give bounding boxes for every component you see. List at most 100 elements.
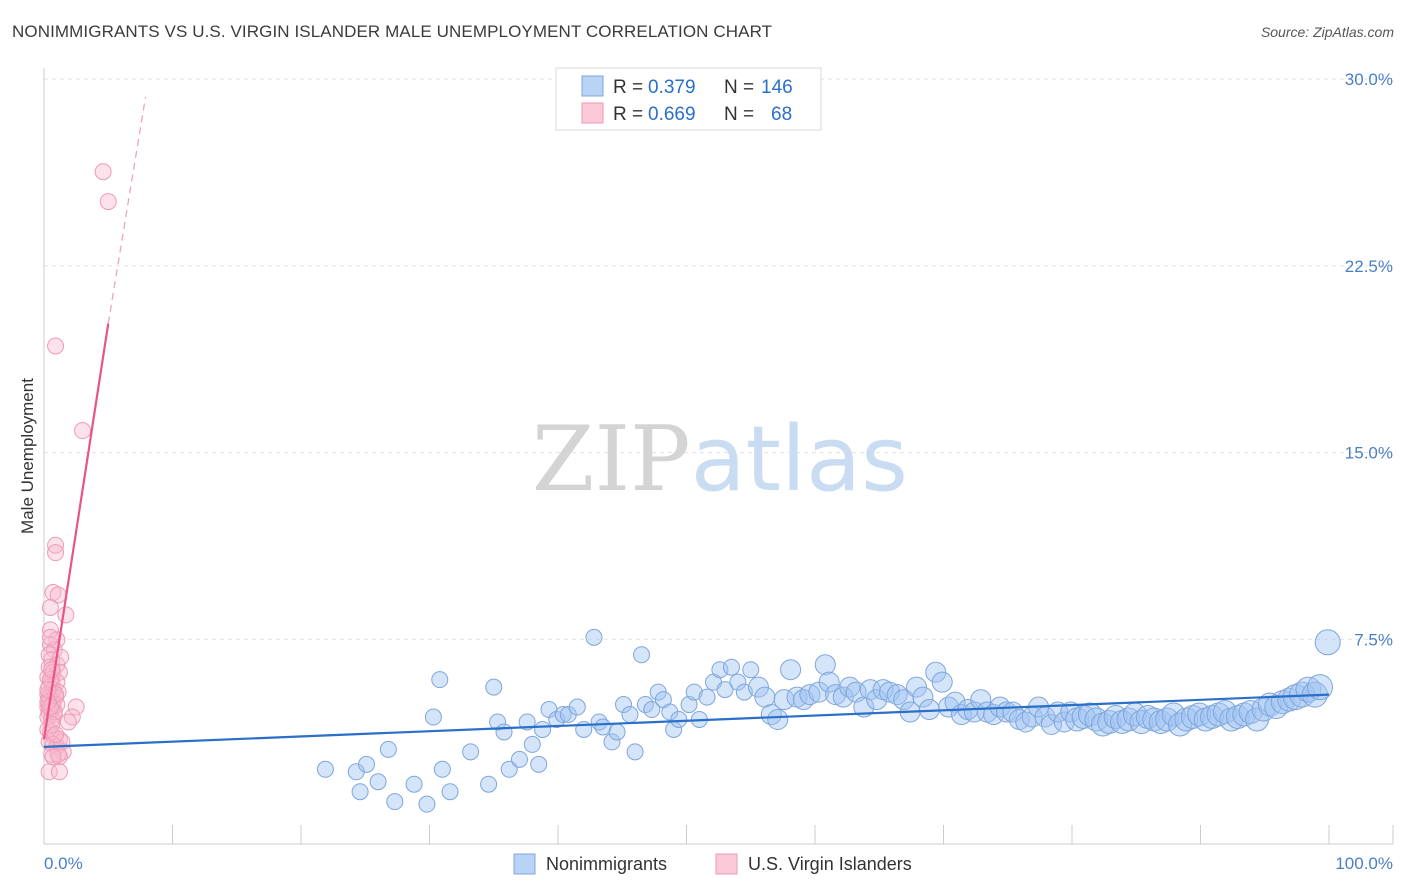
stats-r-value-1: 0.669 [648,104,696,125]
nonimmigrants-point-16 [489,713,507,731]
nonimmigrants-point-104 [1053,711,1075,733]
stats-r-value-0: 0.379 [648,77,696,98]
y-tick-label-1: 15.0% [1345,444,1393,463]
virgin-islanders-point-51 [50,763,68,781]
nonimmigrants-point-5 [379,740,397,758]
virgin-islanders-point-1 [99,193,117,211]
stats-swatch-nonimmigrants [581,75,604,97]
nonimmigrants-point-0 [316,760,334,778]
nonimmigrants-point-122 [1167,712,1192,737]
virgin-islanders-point-10 [41,621,59,639]
nonimmigrants-point-144 [1307,674,1334,701]
nonimmigrants-point-53 [722,658,740,676]
nonimmigrants-point-68 [818,671,840,693]
nonimmigrants-point-28 [568,698,586,716]
virgin-islanders-point-40 [59,713,77,731]
trendlines [42,96,1330,748]
nonimmigrants-point-49 [698,688,716,706]
stats-r-label-0: R = [613,77,643,98]
axes [43,68,1394,845]
nonimmigrants-point-22 [530,755,548,773]
nonimmigrants-point-57 [747,676,769,698]
nonimmigrants-point-10 [431,671,449,689]
stats-legend: R = 0.379 N = 146 R = 0.669 N = 68 [555,67,822,131]
legend-label-nonimmigrants: Nonimmigrants [546,854,667,874]
nonimmigrants-point-61 [773,689,795,711]
nonimmigrants-point-87 [944,691,966,713]
nonimmigrants-point-116 [1129,709,1154,734]
watermark: ZIPatlas [532,407,908,512]
watermark-zip: ZIP [532,407,691,512]
nonimmigrants-point-77 [879,681,901,703]
virgin-islanders-trendline-extension [107,96,147,324]
chart-source: Source: ZipAtlas.com [1260,24,1394,40]
nonimmigrants-point-32 [594,718,612,736]
nonimmigrants-point-54 [729,673,747,691]
virgin-islanders-trendline [42,323,110,740]
nonimmigrants-point-23 [534,720,552,738]
nonimmigrants-trendline [43,693,1330,748]
nonimmigrants-point-9 [424,708,442,726]
virgin-islanders-point-62 [47,725,65,743]
x-tick-label-max: 100.0% [1335,854,1393,873]
virgin-islanders-point-4 [47,536,65,554]
virgin-islanders-point-34 [67,698,85,716]
nonimmigrants-point-52 [716,681,734,699]
nonimmigrants-point-133 [1238,700,1263,725]
nonimmigrants-point-38 [633,646,651,664]
nonimmigrants-point-82 [912,686,934,708]
virgin-islanders-point-3 [74,422,92,440]
nonimmigrants-point-112 [1103,705,1128,730]
nonimmigrants-point-36 [621,706,639,724]
nonimmigrants-point-7 [405,775,423,793]
x-tick-label-min: 0.0% [44,854,83,873]
stats-n-label-0: N = [724,77,754,98]
legend-swatch-virgin-islanders [715,853,738,875]
nonimmigrants-point-26 [554,706,572,724]
nonimmigrants-point-35 [615,696,633,714]
nonimmigrants-point-40 [643,701,661,719]
nonimmigrants-point-109 [1084,707,1109,732]
y-axis-label: Male Unemployment [18,378,37,534]
nonimmigrants-point-145 [1314,629,1341,656]
gridlines [44,78,1393,640]
nonimmigrants-point-102 [1040,713,1062,735]
nonimmigrants-point-15 [485,678,503,696]
nonimmigrants-point-69 [825,684,847,706]
nonimmigrants-point-18 [500,760,518,778]
nonimmigrants-point-129 [1212,700,1237,725]
chart-title: NONIMMIGRANTS VS U.S. VIRGIN ISLANDER MA… [12,22,773,41]
nonimmigrants-point-21 [523,735,541,753]
virgin-islanders-point-0 [94,163,112,181]
nonimmigrants-point-8 [418,795,436,813]
nonimmigrants-point-108 [1077,702,1102,727]
virgin-islanders-point-9 [57,606,75,624]
nonimmigrants-point-33 [603,733,621,751]
legend-swatch-nonimmigrants [513,853,536,875]
stats-swatch-virgin-islanders [581,102,604,124]
virgin-islanders-points [39,163,117,781]
nonimmigrants-point-114 [1116,707,1141,732]
nonimmigrants-point-81 [906,676,928,698]
watermark-atlas: atlas [691,407,909,512]
nonimmigrants-point-37 [626,743,644,761]
nonimmigrants-point-17 [495,723,513,741]
nonimmigrants-point-34 [608,723,626,741]
nonimmigrants-point-84 [925,661,947,683]
stats-n-value-0: 146 [761,77,793,98]
nonimmigrants-point-65 [799,684,821,706]
nonimmigrants-point-30 [585,628,603,646]
y-tick-labels: 7.5% 15.0% 22.5% 30.0% [1345,70,1393,649]
nonimmigrants-point-111 [1097,709,1122,734]
y-tick-label-0: 7.5% [1354,630,1393,649]
nonimmigrants-point-12 [441,783,459,801]
nonimmigrants-point-14 [480,775,498,793]
stats-r-label-1: R = [613,104,643,125]
virgin-islanders-point-8 [41,598,59,616]
nonimmigrants-point-85 [931,671,953,693]
nonimmigrants-point-125 [1187,702,1212,727]
y-tick-label-3: 30.0% [1345,70,1393,89]
nonimmigrants-point-6 [386,793,404,811]
virgin-islanders-point-2 [47,337,65,355]
